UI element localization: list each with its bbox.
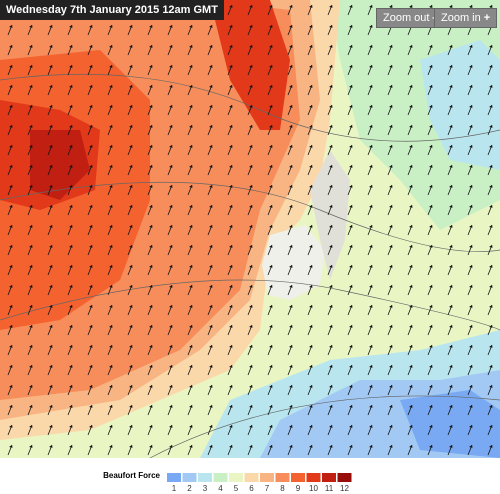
legend: 1 2 3 4 5 6 7 8 9 10 11 12: [167, 473, 352, 493]
legend-title: Beaufort Force: [103, 471, 160, 480]
legend-label: 7: [265, 484, 270, 493]
legend-swatch: [322, 473, 336, 482]
legend-swatch: [260, 473, 274, 482]
legend-label: 11: [325, 484, 334, 493]
legend-label: 5: [234, 484, 239, 493]
legend-label: 10: [309, 484, 318, 493]
map-title: Wednesday 7th January 2015 12am GMT: [0, 0, 224, 20]
legend-swatch: [213, 473, 228, 482]
map: [0, 0, 500, 458]
legend-label: 8: [280, 484, 285, 493]
legend-swatch: [167, 473, 181, 482]
legend-label: 6: [249, 484, 254, 493]
zoom-out-label[interactable]: Zoom out: [383, 12, 430, 24]
legend-label: 12: [340, 484, 349, 493]
legend-label: 9: [296, 484, 301, 493]
zoom-in-button[interactable]: Zoom in +: [434, 8, 498, 28]
legend-label: 4: [218, 484, 223, 493]
legend-swatch: [275, 473, 290, 482]
legend-swatch: [229, 473, 243, 482]
legend-swatch: [291, 473, 305, 482]
legend-swatch: [337, 473, 352, 482]
zoom-in-label[interactable]: Zoom in: [441, 12, 481, 24]
legend-label: 1: [172, 484, 177, 493]
legend-label: 2: [187, 484, 192, 493]
legend-swatch: [198, 473, 212, 482]
legend-swatch: [306, 473, 321, 482]
legend-swatch: [182, 473, 197, 482]
legend-swatch: [244, 473, 259, 482]
legend-label: 3: [203, 484, 208, 493]
